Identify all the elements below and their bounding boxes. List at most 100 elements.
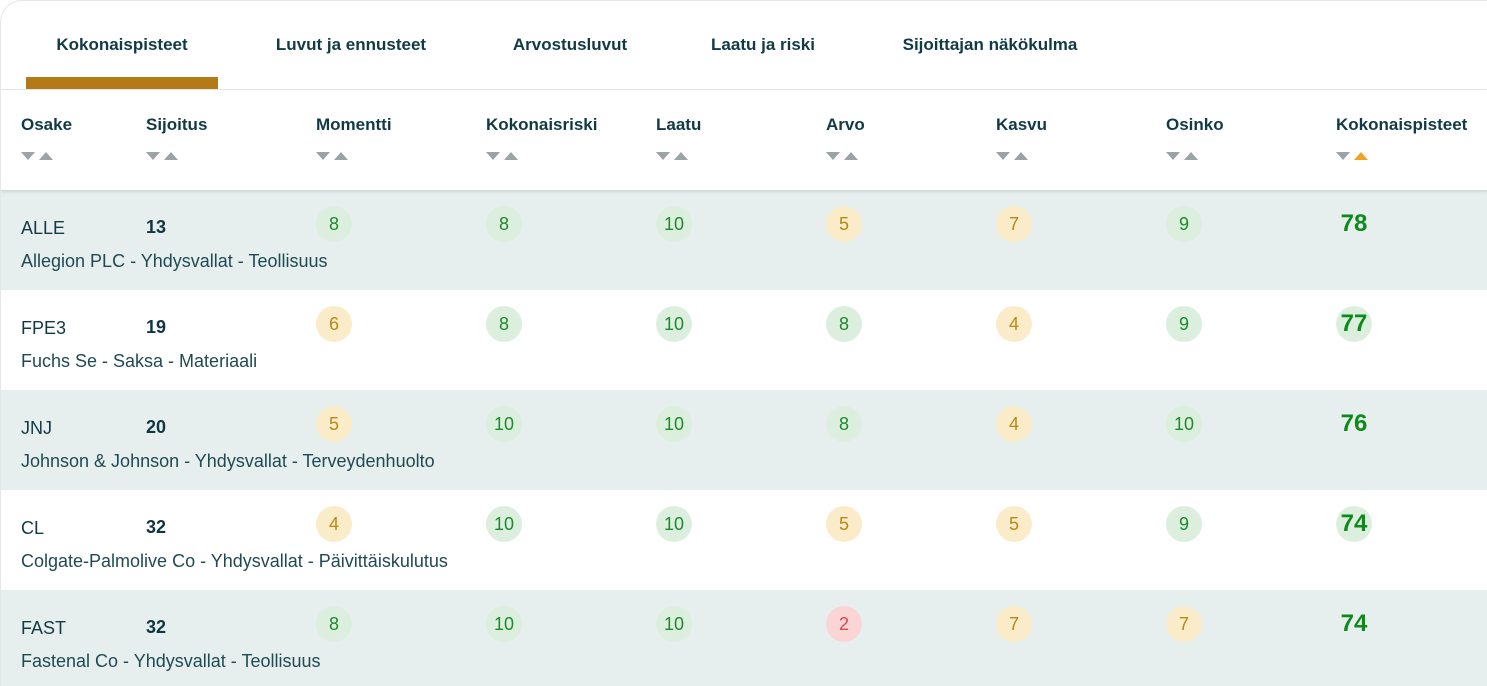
kasvu-score: 4	[996, 406, 1032, 442]
table-row[interactable]: FPE3 19 Fuchs Se - Saksa - Materiaali 6 8 10 8…	[1, 290, 1487, 390]
company-description: Fastenal Co - Yhdysvallat - Teollisuus	[21, 651, 321, 671]
sort-descending-icon	[1166, 152, 1180, 160]
company-description: Colgate-Palmolive Co - Yhdysvallat - Päi…	[21, 551, 448, 571]
sort-ascending-icon	[164, 152, 178, 160]
osinko-score: 7	[1166, 606, 1202, 642]
stock-ticker[interactable]: FAST	[21, 618, 67, 638]
momentti-score: 8	[316, 606, 352, 642]
total-score: 76	[1340, 410, 1368, 437]
arvo-score: 5	[826, 506, 862, 542]
sort-toggle-osinko[interactable]	[1166, 150, 1202, 162]
column-header-kokonaispisteet[interactable]: Kokonaispisteet	[1336, 115, 1468, 134]
sort-toggle-kokonaispisteet[interactable]	[1336, 150, 1372, 162]
total-score: 74	[1340, 610, 1368, 637]
rank-value: 19	[146, 317, 167, 337]
osinko-score: 9	[1166, 306, 1202, 342]
sort-ascending-icon	[39, 152, 53, 160]
table-row[interactable]: ALLE 13 Allegion PLC - Yhdysvallat - Teoll…	[1, 190, 1487, 290]
sort-toggle-sijoitus[interactable]	[146, 150, 182, 162]
stock-ticker[interactable]: CL	[21, 518, 45, 538]
column-header-laatu[interactable]: Laatu	[656, 115, 702, 134]
momentti-score: 8	[316, 206, 352, 242]
laatu-score: 10	[656, 306, 692, 342]
sort-toggle-kokonaisriski[interactable]	[486, 150, 522, 162]
kasvu-score: 5	[996, 506, 1032, 542]
sort-descending-icon	[996, 152, 1010, 160]
momentti-score: 5	[316, 406, 352, 442]
tab-laatu-ja-riski[interactable]: Laatu ja riski	[711, 35, 815, 54]
kokonaisriski-score: 10	[486, 506, 522, 542]
column-header-arvo[interactable]: Arvo	[826, 115, 865, 134]
kasvu-score: 7	[996, 206, 1032, 242]
kasvu-score: 7	[996, 606, 1032, 642]
sort-toggle-arvo[interactable]	[826, 150, 862, 162]
sort-descending-icon	[1336, 152, 1350, 160]
osinko-score: 9	[1166, 206, 1202, 242]
rank-value: 13	[146, 217, 167, 237]
stock-ticker[interactable]: JNJ	[21, 418, 52, 438]
rank-value: 32	[146, 617, 167, 637]
company-description: Fuchs Se - Saksa - Materiaali	[21, 351, 258, 371]
table-row[interactable]: CL 32 Colgate-Palmolive Co - Yhdysvallat -…	[1, 490, 1487, 590]
table-body: ALLE 13 Allegion PLC - Yhdysvallat - Teoll…	[1, 190, 1487, 686]
column-header-sijoitus[interactable]: Sijoitus	[146, 115, 208, 134]
sort-ascending-icon	[1014, 152, 1028, 160]
rank-value: 20	[146, 417, 167, 437]
tab-bar: Kokonaispisteet Luvut ja ennusteet Arvos…	[1, 1, 1487, 90]
stock-ticker[interactable]: FPE3	[21, 318, 67, 338]
arvo-score: 2	[826, 606, 862, 642]
table-header: Osake Sijoitus Momentti Kokonaisriski La…	[1, 90, 1487, 190]
sort-ascending-icon	[504, 152, 518, 160]
kokonaisriski-score: 8	[486, 206, 522, 242]
osinko-score: 10	[1166, 406, 1202, 442]
sort-ascending-icon	[844, 152, 858, 160]
kokonaisriski-score: 10	[486, 606, 522, 642]
sort-ascending-icon	[1184, 152, 1198, 160]
total-score: 74	[1336, 506, 1372, 542]
sort-toggle-laatu[interactable]	[656, 150, 692, 162]
laatu-score: 10	[656, 506, 692, 542]
kokonaisriski-score: 8	[486, 306, 522, 342]
kasvu-score: 4	[996, 306, 1032, 342]
momentti-score: 6	[316, 306, 352, 342]
sort-descending-icon	[826, 152, 840, 160]
total-score: 77	[1336, 306, 1372, 342]
osinko-score: 9	[1166, 506, 1202, 542]
column-header-momentti[interactable]: Momentti	[316, 115, 392, 134]
column-header-osake[interactable]: Osake	[21, 115, 73, 134]
sort-toggle-kasvu[interactable]	[996, 150, 1032, 162]
rank-value: 32	[146, 517, 167, 537]
column-header-osinko[interactable]: Osinko	[1166, 115, 1224, 134]
laatu-score: 10	[656, 606, 692, 642]
sort-descending-icon	[656, 152, 670, 160]
sort-ascending-icon	[674, 152, 688, 160]
column-header-kokonaisriski[interactable]: Kokonaisriski	[486, 115, 598, 134]
table-row[interactable]: JNJ 20 Johnson & Johnson - Yhdysvallat - T…	[1, 390, 1487, 490]
tab-kokonaispisteet[interactable]: Kokonaispisteet	[26, 1, 218, 89]
tab-arvostusluvut[interactable]: Arvostusluvut	[512, 35, 628, 54]
tab-sijoittajan-nakokulma[interactable]: Sijoittajan näkökulma	[902, 35, 1078, 54]
tab-luvut-ja-ennusteet[interactable]: Luvut ja ennusteet	[275, 35, 427, 54]
arvo-score: 8	[826, 306, 862, 342]
sort-ascending-icon-active	[1354, 152, 1368, 160]
sort-toggle-osake[interactable]	[21, 150, 57, 162]
sort-descending-icon	[316, 152, 330, 160]
arvo-score: 5	[826, 206, 862, 242]
table-row[interactable]: FAST 32 Fastenal Co - Yhdysvallat - Teolli…	[1, 590, 1487, 686]
column-header-kasvu[interactable]: Kasvu	[996, 115, 1048, 134]
sort-descending-icon	[146, 152, 160, 160]
sort-toggle-momentti[interactable]	[316, 150, 352, 162]
kokonaisriski-score: 10	[486, 406, 522, 442]
arvo-score: 8	[826, 406, 862, 442]
company-description: Allegion PLC - Yhdysvallat - Teollisuus	[21, 251, 328, 271]
company-description: Johnson & Johnson - Yhdysvallat - Tervey…	[21, 451, 435, 471]
total-score: 78	[1340, 210, 1368, 237]
laatu-score: 10	[656, 406, 692, 442]
sort-descending-icon	[486, 152, 500, 160]
sort-descending-icon	[21, 152, 35, 160]
laatu-score: 10	[656, 206, 692, 242]
momentti-score: 4	[316, 506, 352, 542]
sort-ascending-icon	[334, 152, 348, 160]
stock-ticker[interactable]: ALLE	[21, 218, 66, 238]
